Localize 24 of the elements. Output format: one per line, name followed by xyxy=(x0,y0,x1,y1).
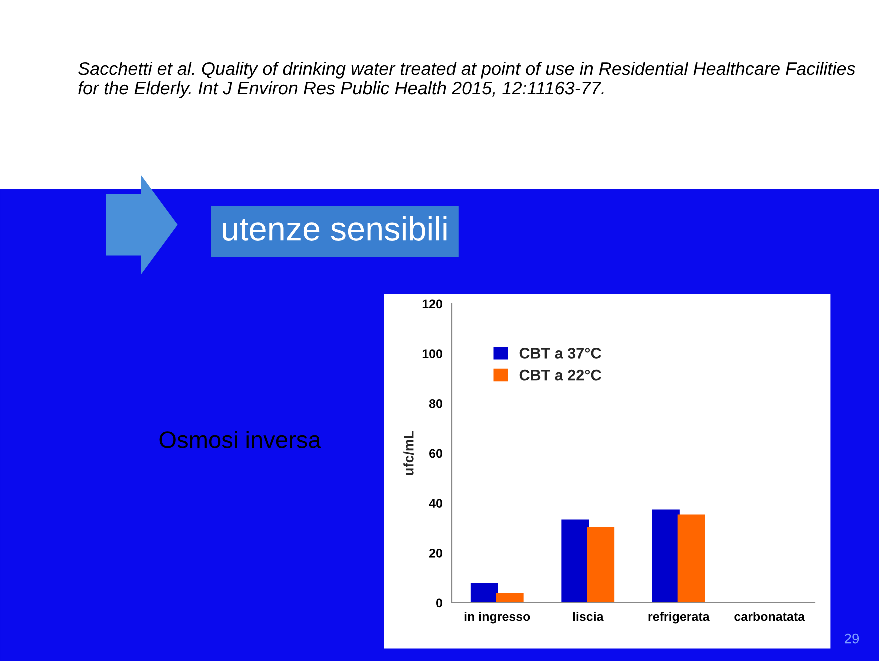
bar xyxy=(678,514,706,603)
text: utenze sensibili xyxy=(223,216,447,241)
x-tick-label: refrigerata xyxy=(648,612,710,624)
text: 29 xyxy=(844,634,860,644)
bar xyxy=(562,520,590,603)
text: Osmosi inversa xyxy=(160,430,322,448)
x-tick-label: carbonatata xyxy=(734,612,806,622)
legend-label: CBT a 22°C xyxy=(520,370,602,381)
bar xyxy=(470,583,498,603)
bar xyxy=(496,593,524,603)
y-axis-title: ufc/mL xyxy=(404,431,414,476)
x-tick-label: liscia xyxy=(573,612,604,622)
y-tick-label: 60 xyxy=(430,449,442,458)
y-tick-label: 80 xyxy=(429,399,442,408)
legend-label: CBT a 37°C xyxy=(520,348,602,359)
y-tick-label: 20 xyxy=(430,548,442,558)
y-tick-label: 40 xyxy=(429,499,442,508)
y-tick-label: 0 xyxy=(436,598,442,608)
y-tick-label: 120 xyxy=(422,300,442,309)
bar xyxy=(652,510,680,603)
chart-title: Sacchetti et al. Quality of drinking water treated at point of use in Residential Healthcare Facilities for the Elderly. Int J Environ Res Public Health 2015, 12:11163-77. xyxy=(78,62,856,98)
bar xyxy=(587,527,615,603)
y-tick-label: 100 xyxy=(422,350,442,358)
x-tick-label: in ingresso xyxy=(464,612,530,624)
